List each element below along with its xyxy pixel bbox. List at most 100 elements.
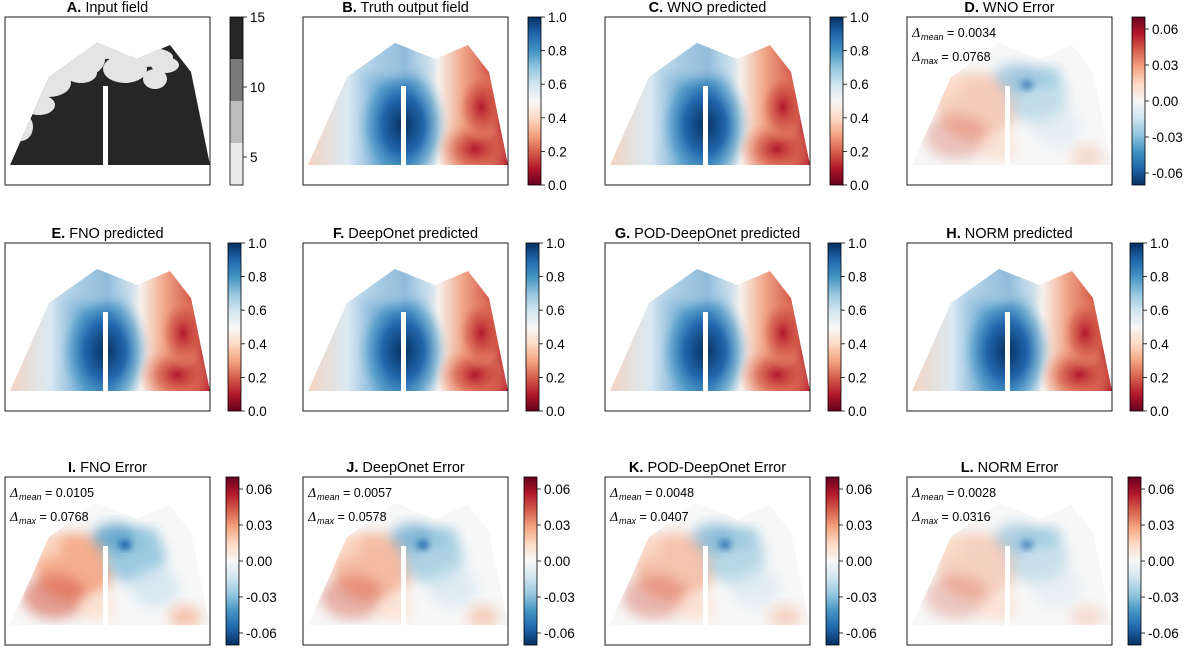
panel-title-text: NORM Error xyxy=(978,460,1059,476)
colorbar-tick-label: 0.00 xyxy=(1152,94,1178,109)
colorbar-tick-label: 0.2 xyxy=(248,370,267,385)
colorbar-gradient xyxy=(826,477,839,645)
panel-g: G. POD-DeepOnet predicted 0.0 0.2 0.4 0.6 0.8… xyxy=(604,226,867,419)
colorbar-tick-label: 0.6 xyxy=(546,303,565,318)
colorbar-tick-label: 0.00 xyxy=(246,554,272,569)
colorbar-tick-label: 1.0 xyxy=(848,236,867,251)
colorbar-band xyxy=(230,59,243,101)
colorbar: 0.0 0.2 0.4 0.6 0.8 1.0 xyxy=(1129,236,1169,419)
colorbar-tick-label: 0.0 xyxy=(850,178,869,193)
colorbar-tick-label: 0.00 xyxy=(1148,554,1174,569)
colorbar-tick-label: 10 xyxy=(250,80,265,95)
colorbar-tick-label: 0.6 xyxy=(848,303,867,318)
delta-max-value: 0.0768 xyxy=(50,510,88,524)
colorbar-tick-label: 0.03 xyxy=(1152,58,1178,73)
panel-a: A. Input field 5 10 15 xyxy=(4,0,265,186)
colorbar: -0.06 -0.03 0.00 0.03 0.06 xyxy=(825,476,877,646)
panel-title-text: Input field xyxy=(85,0,148,16)
panel-title: D. WNO Error xyxy=(964,0,1054,16)
panel-title-text: FNO Error xyxy=(80,460,147,476)
colorbar-tick-label: 0.06 xyxy=(246,482,272,497)
delta-mean-annotation: Δmean = 0.0034 xyxy=(911,25,996,42)
colorbar-tick-label: 0.8 xyxy=(548,44,567,59)
crack-slit xyxy=(1005,312,1010,391)
colorbar-tick-label: -0.03 xyxy=(846,590,877,605)
colorbar-tick-label: 0.6 xyxy=(548,77,567,92)
colorbar-tick-label: -0.03 xyxy=(1148,590,1179,605)
crack-slit xyxy=(703,86,708,165)
colorbar-tick-label: 0.2 xyxy=(848,370,867,385)
colorbar-tick-label: 0.0 xyxy=(848,404,867,419)
colorbar: 0.0 0.2 0.4 0.6 0.8 1.0 xyxy=(527,10,567,193)
colorbar-tick-label: 0.0 xyxy=(248,404,267,419)
panel-title: I. FNO Error xyxy=(68,460,147,476)
colorbar-tick-label: 0.6 xyxy=(850,77,869,92)
colorbar-tick-label: 0.8 xyxy=(850,44,869,59)
panel-c: C. WNO predicted 0.0 0.2 0.4 0.6 0.8 1.0 xyxy=(604,0,869,193)
panel-letter: I. xyxy=(68,460,76,476)
colorbar-gradient xyxy=(228,243,241,411)
panel-title: L. NORM Error xyxy=(961,460,1059,476)
panel-letter: A. xyxy=(67,0,82,16)
colorbar-tick-label: 0.2 xyxy=(850,144,869,159)
colorbar: -0.06 -0.03 0.00 0.03 0.06 xyxy=(1131,16,1183,186)
panel-title: B. Truth output field xyxy=(342,0,469,16)
colorbar: 0.0 0.2 0.4 0.6 0.8 1.0 xyxy=(525,236,565,419)
colorbar-tick-label: 1.0 xyxy=(1150,236,1169,251)
colorbar-tick-label: -0.03 xyxy=(246,590,277,605)
delta-max-value: 0.0407 xyxy=(650,510,688,524)
delta-max-value: 0.0768 xyxy=(952,50,990,64)
colorbar: 5 10 15 xyxy=(229,10,265,186)
panel-title-text: WNO Error xyxy=(983,0,1055,16)
colorbar-gradient xyxy=(526,243,539,411)
plot-frame xyxy=(604,476,811,646)
panel-title: F. DeepOnet predicted xyxy=(333,226,478,242)
delta-mean-annotation: Δmean = 0.0057 xyxy=(307,485,392,502)
colorbar-gradient xyxy=(828,243,841,411)
panel-letter: L. xyxy=(961,460,974,476)
panel-b: B. Truth output field 0.0 0.2 0.4 0.6 0.8 1.0 xyxy=(302,0,567,193)
delta-mean-annotation: Δmean = 0.0028 xyxy=(911,485,996,502)
crack-slit xyxy=(103,312,108,391)
delta-max-value: 0.0578 xyxy=(348,510,386,524)
panel-title-text: DeepOnet predicted xyxy=(348,226,478,242)
plot-frame xyxy=(302,476,509,646)
colorbar-tick-label: -0.06 xyxy=(1152,166,1183,181)
panel-d: D. WNO Error Δmean = 0.0034 Δmax = 0.0768 -… xyxy=(906,0,1183,186)
colorbar-tick-label: 0.8 xyxy=(248,270,267,285)
panel-title: A. Input field xyxy=(67,0,148,16)
panel-title-text: Truth output field xyxy=(361,0,469,16)
delta-mean-annotation: Δmean = 0.0105 xyxy=(9,485,94,502)
panel-title-text: POD-DeepOnet predicted xyxy=(634,226,800,242)
colorbar: 0.0 0.2 0.4 0.6 0.8 1.0 xyxy=(827,236,867,419)
plot-frame xyxy=(4,242,211,412)
colorbar-tick-label: 0.03 xyxy=(544,518,570,533)
colorbar-tick-label: -0.06 xyxy=(544,626,575,641)
panel-letter: J. xyxy=(346,460,358,476)
panel-title-text: FNO predicted xyxy=(69,226,163,242)
colorbar-tick-label: -0.06 xyxy=(846,626,877,641)
crack-slit xyxy=(703,312,708,391)
delta-mean-value: 0.0057 xyxy=(354,486,392,500)
colorbar-gradient xyxy=(226,477,239,645)
panel-letter: D. xyxy=(964,0,979,16)
colorbar-tick-label: 0.03 xyxy=(246,518,272,533)
plot-frame xyxy=(4,476,211,646)
panel-title: J. DeepOnet Error xyxy=(346,460,465,476)
colorbar-tick-label: 0.6 xyxy=(1150,303,1169,318)
panel-title-text: NORM predicted xyxy=(965,226,1073,242)
colorbar-tick-label: -0.03 xyxy=(1152,130,1183,145)
plot-frame xyxy=(4,16,211,186)
colorbar-gradient xyxy=(528,17,541,185)
panel-title: H. NORM predicted xyxy=(946,226,1073,242)
colorbar-tick-label: 0.06 xyxy=(846,482,872,497)
panel-title: K. POD-DeepOnet Error xyxy=(629,460,786,476)
colorbar-tick-label: 0.8 xyxy=(546,270,565,285)
panel-l: L. NORM Error Δmean = 0.0028 Δmax = 0.0316… xyxy=(906,460,1179,646)
colorbar-tick-label: 0.0 xyxy=(1150,404,1169,419)
colorbar-tick-label: 0.4 xyxy=(850,111,869,126)
delta-max-annotation: Δmax = 0.0578 xyxy=(307,509,387,526)
colorbar-tick-label: 0.06 xyxy=(1148,482,1174,497)
